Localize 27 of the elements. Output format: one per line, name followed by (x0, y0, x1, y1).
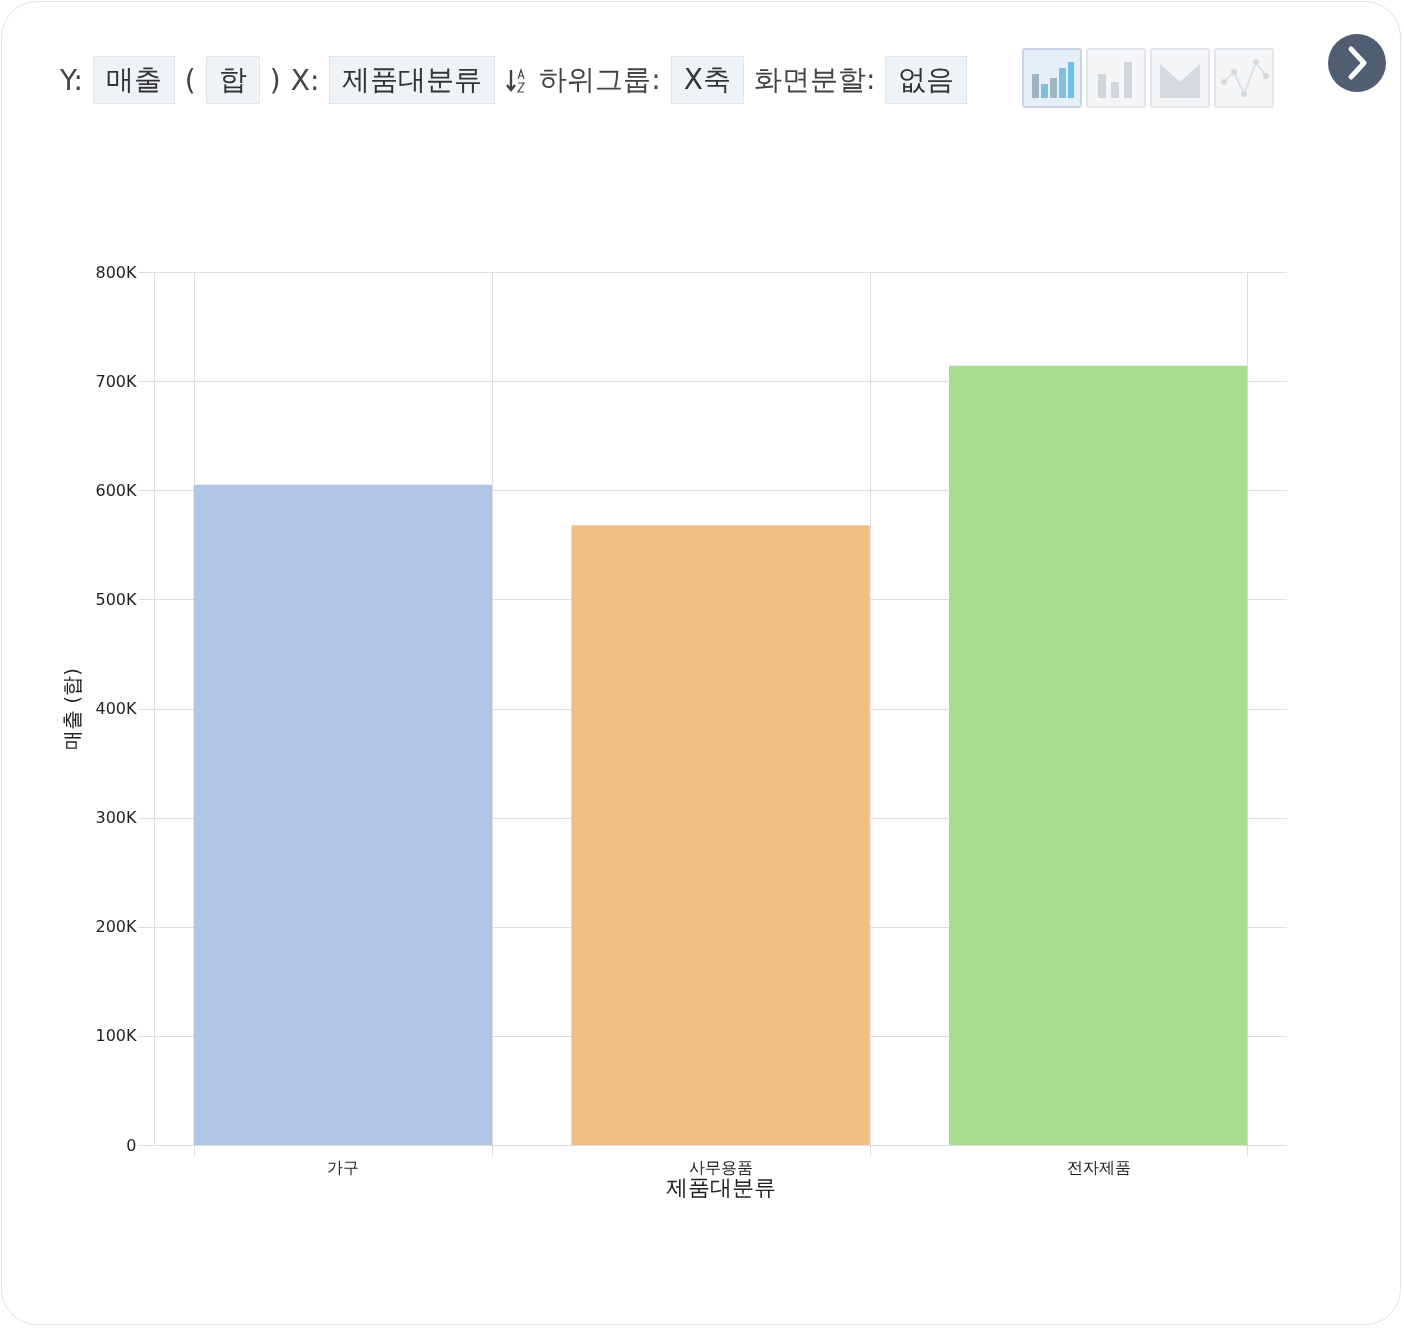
x-tick-label: 사무용품 (689, 1157, 753, 1177)
text: ( (184, 63, 196, 97)
y-tick-label: 600K (95, 480, 138, 500)
text: 화면분할: (753, 62, 876, 98)
y-axis-title: 매출 (합) (60, 668, 85, 750)
text: 하위그룹: (539, 62, 661, 98)
y-tick-label: 100K (95, 1026, 138, 1046)
bar (571, 525, 870, 1145)
text: 제품대분류 (329, 56, 496, 104)
y-tick-label: 500K (95, 589, 138, 609)
text: ) (269, 63, 281, 97)
text: 매출 (92, 56, 175, 104)
text: X: (290, 63, 320, 97)
y-tick-label: 700K (95, 371, 138, 391)
y-tick-label: 0 (126, 1135, 137, 1155)
y-tick-label: 300K (95, 808, 138, 828)
x-tick-label: 가구 (327, 1157, 360, 1177)
text: X축 (670, 56, 744, 104)
y-tick-label: 400K (95, 699, 138, 718)
x-tick-label: 전자제품 (1066, 1157, 1131, 1177)
text: Y: (60, 63, 83, 97)
y-tick-label: 200K (95, 917, 138, 937)
bar (193, 484, 493, 1145)
bar (948, 365, 1248, 1145)
text: 합 (205, 56, 260, 104)
text: 없음 (885, 56, 968, 104)
y-tick-label: 800K (95, 262, 138, 282)
